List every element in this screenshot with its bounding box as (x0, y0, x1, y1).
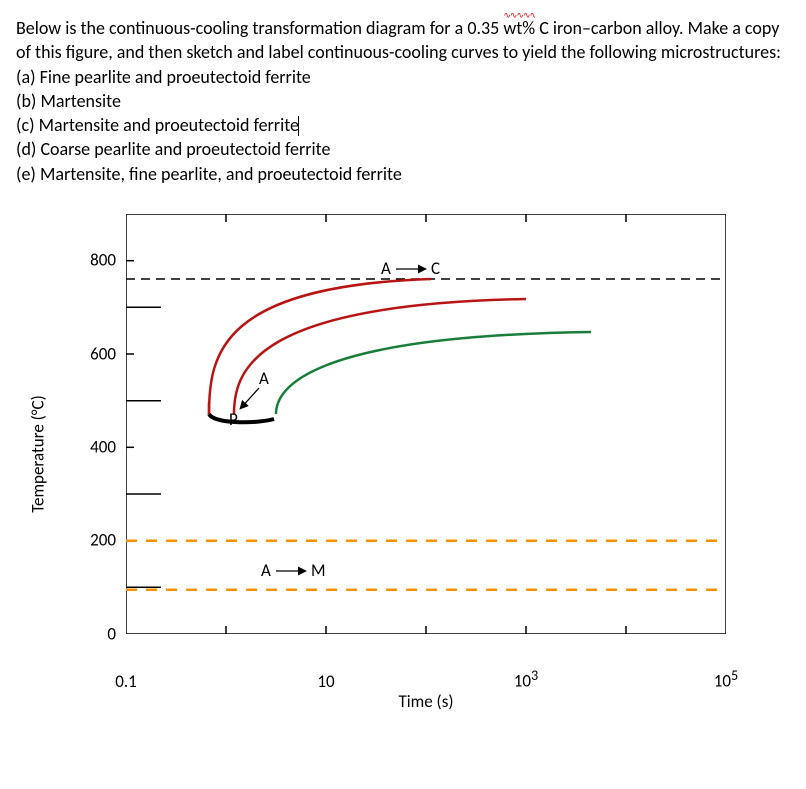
cementite-curve (276, 332, 591, 414)
cct-chart: Temperature (°C) 800 600 400 200 0 (56, 204, 756, 704)
question-intro-1: Below is the continuous-cooling transfor… (16, 17, 503, 39)
xtick-0p1: 0.1 (115, 671, 137, 692)
svg-text:A: A (259, 368, 269, 389)
spellcheck-wave: ∿∿∿∿∿ (503, 13, 535, 19)
xtick-1e3: 103 (514, 667, 538, 692)
ytick-400: 400 (80, 437, 116, 458)
svg-text:P: P (229, 409, 238, 430)
x-axis-label: Time (s) (398, 691, 453, 712)
ytick-200: 200 (80, 530, 116, 551)
ferrite-finish-curve (234, 299, 526, 414)
svg-text:C: C (431, 258, 440, 279)
item-e: (e) Martensite, fine pearlite, and proeu… (16, 163, 402, 185)
plot-frame (126, 214, 726, 634)
wtpct-underlined: ∿∿∿∿∿wt% (503, 16, 535, 40)
ytick-600: 600 (80, 344, 116, 365)
annot-am: A M (261, 560, 326, 581)
ytick-0: 0 (80, 624, 116, 645)
ytick-800: 800 (80, 250, 116, 271)
svg-text:M: M (311, 560, 326, 581)
svg-text:A: A (381, 258, 391, 279)
y-axis-label: Temperature (°C) (28, 395, 49, 513)
tick-marks (126, 214, 626, 634)
item-c: (c) Martensite and proeutectoid ferrite (16, 114, 299, 136)
annot-ac: A C (381, 258, 440, 279)
text-cursor (298, 116, 299, 136)
svg-text:A: A (261, 560, 271, 581)
item-a: (a) Fine pearlite and proeutectoid ferri… (16, 66, 311, 88)
xtick-1e5: 105 (714, 667, 738, 692)
xtick-10: 10 (317, 671, 334, 692)
plot-svg: A C A P A M (126, 214, 726, 634)
pearlite-end-arc (209, 414, 274, 422)
question-block: Below is the continuous-cooling transfor… (16, 16, 790, 186)
item-b: (b) Martensite (16, 90, 121, 112)
item-d: (d) Coarse pearlite and proeutectoid fer… (16, 138, 330, 160)
